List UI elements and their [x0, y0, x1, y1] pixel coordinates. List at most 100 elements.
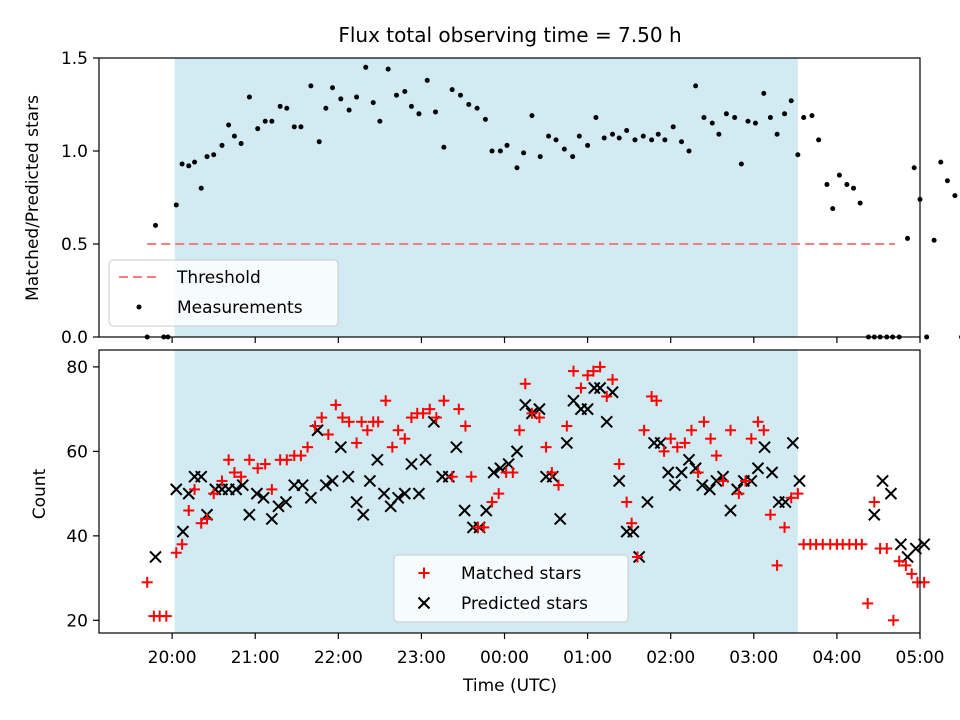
predicted-point [371, 453, 384, 467]
predicted-point [487, 466, 500, 479]
x-tick-label: 05:00 [896, 648, 945, 668]
matched-point [771, 559, 783, 571]
matched-point [792, 488, 804, 500]
matched-point [235, 471, 247, 483]
count-y-label: Count [30, 468, 50, 519]
predicted-point-b [588, 381, 601, 395]
measurement-point [816, 137, 822, 143]
predicted-point [765, 466, 779, 479]
matched-point [316, 412, 328, 424]
predicted-point-b [765, 466, 779, 479]
predicted-point [510, 445, 524, 458]
predicted-point-b [745, 474, 758, 488]
measurement-point [514, 165, 520, 171]
predicted-point [458, 504, 471, 517]
matched-point [361, 424, 373, 436]
matched-point [856, 538, 868, 550]
matched-point [405, 412, 417, 424]
matched-point [424, 403, 436, 415]
predicted-point-b [662, 466, 675, 479]
matched-point [259, 458, 271, 470]
measurement-point [938, 159, 944, 165]
measurement-point [482, 116, 488, 122]
legend-matched-label: Matched stars [461, 564, 581, 584]
matched-point [631, 551, 643, 563]
ratio-legend-box [108, 259, 339, 327]
predicted-point-b [519, 398, 532, 412]
predicted-point [519, 398, 532, 412]
predicted-point [236, 478, 249, 492]
matched-point [223, 454, 235, 466]
predicted-stars-points [149, 381, 931, 564]
predicted-point [786, 436, 800, 450]
matched-point [399, 433, 411, 445]
predicted-point-b [710, 474, 723, 488]
predicted-point-b [296, 478, 309, 492]
matched-point [561, 420, 573, 432]
predicted-point [641, 495, 654, 509]
measurement-point [931, 237, 937, 243]
predicted-point-b [412, 487, 426, 500]
predicted-point-b [272, 500, 285, 513]
predicted-point [662, 466, 675, 479]
matched-point [170, 547, 182, 559]
measurement-point [782, 111, 788, 117]
matched-point [758, 424, 770, 436]
predicted-point-b [612, 474, 626, 488]
matched-point [613, 458, 625, 470]
measurement-point [370, 100, 376, 106]
measurement-point [679, 139, 685, 145]
measurement-point [857, 200, 863, 206]
measurement-point [553, 137, 559, 143]
predicted-point [751, 462, 765, 475]
predicted-point [350, 495, 363, 509]
predicted-point-b [195, 470, 208, 483]
matched-point [692, 466, 704, 478]
matched-point [336, 412, 348, 424]
matched-point [582, 369, 594, 381]
y-tick-label: 40 [66, 527, 88, 547]
measurement-point [363, 64, 369, 70]
measurement-point [338, 96, 344, 102]
matched-point [465, 471, 477, 483]
legend-x-marker-b [417, 596, 431, 610]
predicted-point [696, 478, 709, 492]
predicted-point [363, 474, 377, 488]
predicted-point [682, 453, 696, 467]
measurement-point [323, 105, 329, 111]
predicted-point-b [668, 478, 682, 492]
matched-point [671, 441, 683, 453]
measurement-point [610, 131, 616, 137]
measurement-point [269, 118, 275, 124]
predicted-point-b [560, 436, 574, 450]
matched-point [752, 416, 764, 428]
matched-point [281, 454, 293, 466]
y-tick-label: 1.0 [61, 142, 88, 162]
predicted-point-b [510, 445, 524, 458]
predicted-point-b [600, 415, 613, 429]
predicted-point-b [641, 495, 654, 509]
legend-x-marker [417, 596, 431, 610]
measurement-point [693, 83, 699, 89]
predicted-point-b [371, 453, 384, 467]
measurement-point [173, 202, 179, 208]
y-tick-label: 0.5 [61, 235, 88, 255]
x-tick-label: 00:00 [480, 648, 529, 668]
predicted-point-b [654, 436, 667, 450]
predicted-point-b [236, 478, 249, 492]
measurement-point [198, 185, 204, 191]
measurement-point [377, 118, 383, 124]
predicted-point [581, 402, 594, 416]
matched-point [302, 441, 314, 453]
measurement-point [449, 87, 455, 93]
measurement-point [624, 128, 630, 134]
predicted-point-b [567, 394, 580, 407]
matched-point [453, 403, 465, 415]
measurement-point [441, 144, 447, 150]
measurement-points [144, 64, 960, 340]
matched-point [658, 445, 670, 457]
matched-point [493, 488, 505, 500]
predicted-point-b [419, 453, 432, 467]
measurement-point [192, 159, 198, 165]
count-legend-box [393, 554, 629, 623]
